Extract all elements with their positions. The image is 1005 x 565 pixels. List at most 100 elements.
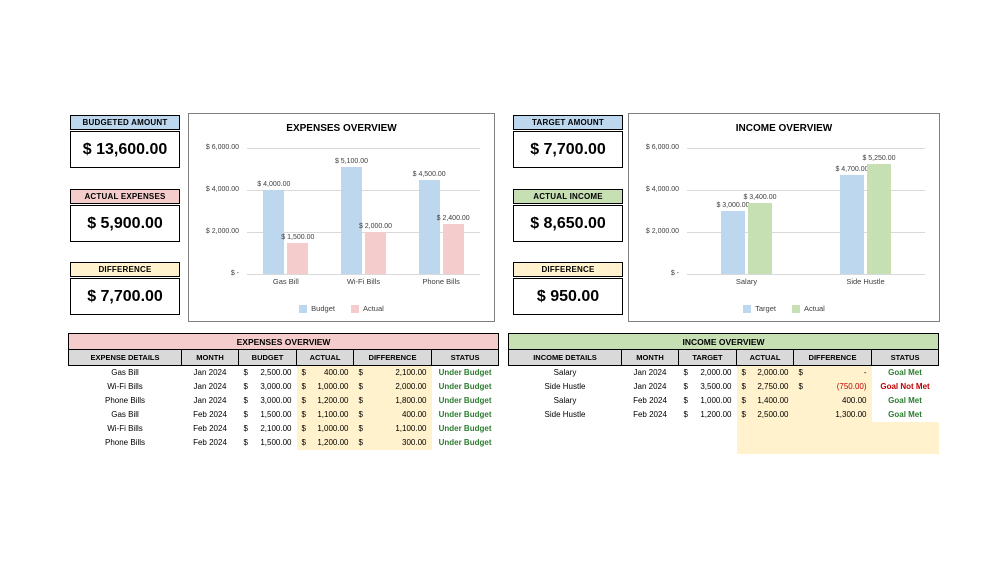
cell-status: Under Budget bbox=[438, 438, 492, 447]
table-row: Wi-Fi Bills Jan 2024 $3,000.00 $1,000.00 $2,… bbox=[69, 379, 499, 394]
actual-income-card: ACTUAL INCOME $ 8,650.00 bbox=[513, 189, 623, 242]
column-header-status: STATUS bbox=[430, 349, 500, 366]
chart-title: EXPENSES OVERVIEW bbox=[286, 123, 397, 134]
column-header-target: TARGET bbox=[678, 349, 737, 366]
currency-sign: $ bbox=[683, 410, 688, 419]
budgeted-amount-value: $ 13,600.00 bbox=[70, 131, 180, 168]
cell-difference: $2,100.00 bbox=[353, 365, 432, 380]
money-value: $1,000.00 bbox=[297, 424, 354, 433]
y-tick-label: $ 4,000.00 bbox=[645, 186, 679, 193]
legend-label: Actual bbox=[804, 304, 825, 313]
plot-area: $ 3,000.00 $ 3,400.00 $ 4,700.00 $ 5,250.00 bbox=[687, 148, 925, 275]
amount: 1,000.00 bbox=[317, 424, 349, 433]
filler-cell bbox=[871, 421, 939, 438]
money-value: $ (750.00) bbox=[794, 382, 872, 391]
cell-budget: $2,500.00 bbox=[239, 366, 297, 380]
gridline bbox=[247, 148, 480, 149]
money-value: $1,800.00 bbox=[354, 396, 432, 405]
cell-budget: $1,500.00 bbox=[239, 408, 297, 422]
amount: 2,000.00 bbox=[395, 382, 427, 391]
column-header-income-details: INCOME DETAILS bbox=[508, 349, 622, 366]
money-value: $2,000.00 bbox=[737, 368, 794, 377]
cell-status: Goal Met bbox=[888, 368, 922, 378]
y-tick-label: $ 2,000.00 bbox=[645, 228, 679, 235]
cell-target: $1,000.00 bbox=[679, 394, 737, 408]
currency-sign: $ bbox=[358, 410, 363, 419]
cell-expense-details: Wi-Fi Bills bbox=[107, 382, 143, 391]
x-axis-labels: Gas Bill Wi-Fi Bills Phone Bills bbox=[247, 277, 480, 289]
cell-actual: $400.00 bbox=[296, 365, 354, 380]
amount: - bbox=[863, 368, 867, 378]
category-label: Salary bbox=[735, 277, 758, 286]
target-amount-card: TARGET AMOUNT $ 7,700.00 bbox=[513, 115, 623, 168]
table-header-row: EXPENSE DETAILS MONTH BUDGET ACTUAL DIFFEREN… bbox=[68, 349, 500, 366]
cell-income-details: Salary bbox=[553, 368, 577, 378]
cell-month: Feb 2024 bbox=[633, 396, 667, 405]
money-value: $400.00 bbox=[297, 368, 354, 377]
cell-status: Under Budget bbox=[438, 396, 492, 405]
cell-target: $2,000.00 bbox=[679, 366, 737, 380]
y-tick-label: $ - bbox=[230, 270, 239, 277]
cell-month: Jan 2024 bbox=[633, 382, 667, 391]
currency-sign: $ bbox=[301, 396, 306, 405]
cell-difference: $300.00 bbox=[353, 435, 432, 450]
gridline bbox=[247, 232, 480, 233]
filler-cell bbox=[622, 422, 679, 438]
cell-expense-details: Phone Bills bbox=[104, 438, 146, 447]
gridline bbox=[247, 190, 480, 191]
target-amount-value: $ 7,700.00 bbox=[513, 131, 623, 168]
filler-cell bbox=[793, 437, 872, 454]
money-value: $1,400.00 bbox=[737, 396, 794, 405]
table-row: Salary Jan 2024 $2,000.00 $2,000.00 $ - Goal M… bbox=[509, 365, 939, 380]
money-value: $1,200.00 bbox=[679, 410, 737, 419]
actual-expenses-value: $ 5,900.00 bbox=[70, 205, 180, 242]
income-difference-value: $ 950.00 bbox=[513, 278, 623, 315]
currency-sign: $ bbox=[741, 410, 746, 419]
cell-difference: 400.00 bbox=[793, 393, 872, 408]
money-value: $1,200.00 bbox=[297, 396, 354, 405]
cell-month: Feb 2024 bbox=[193, 410, 227, 419]
cell-status: Under Budget bbox=[438, 368, 492, 378]
expenses-difference-value: $ 7,700.00 bbox=[70, 278, 180, 315]
chart-legend: Budget Actual bbox=[189, 304, 494, 313]
cell-actual: $1,100.00 bbox=[296, 407, 354, 422]
amount: 1,300.00 bbox=[835, 410, 867, 419]
cell-month: Jan 2024 bbox=[193, 368, 227, 378]
filler-cell bbox=[622, 438, 679, 454]
currency-sign: $ bbox=[741, 396, 746, 405]
column-header-actual: ACTUAL bbox=[296, 349, 354, 366]
column-header-difference: DIFFERENCE bbox=[793, 349, 872, 366]
legend-item-actual: Actual bbox=[350, 304, 384, 313]
bar-budget-wi-fi-bills bbox=[341, 166, 362, 274]
gridline bbox=[687, 148, 925, 149]
amount: 2,750.00 bbox=[757, 382, 789, 391]
cell-difference: $1,800.00 bbox=[353, 393, 432, 408]
column-header-month: MONTH bbox=[181, 349, 239, 366]
bar-value-label: $ 5,100.00 bbox=[334, 157, 369, 165]
y-axis-labels: $ 6,000.00 $ 4,000.00 $ 2,000.00 $ - bbox=[189, 144, 243, 277]
table-row: Gas Bill Jan 2024 $2,500.00 $400.00 $2,100.0… bbox=[69, 365, 499, 380]
amount: 1,200.00 bbox=[700, 410, 732, 419]
filler-row bbox=[509, 421, 939, 438]
cell-actual: $2,500.00 bbox=[736, 407, 794, 422]
amount: 400.00 bbox=[402, 410, 427, 419]
gridline bbox=[687, 232, 925, 233]
amount: 1,000.00 bbox=[317, 382, 349, 391]
money-value: $3,000.00 bbox=[239, 396, 297, 405]
filler-cell bbox=[871, 437, 939, 454]
amount: 1,500.00 bbox=[260, 438, 292, 447]
amount: 400.00 bbox=[842, 396, 867, 405]
table-row: Wi-Fi Bills Feb 2024 $2,100.00 $1,000.00 $1,… bbox=[69, 421, 499, 436]
y-tick-label: $ 6,000.00 bbox=[645, 144, 679, 151]
target-amount-label: TARGET AMOUNT bbox=[513, 115, 623, 130]
budgeted-amount-label: BUDGETED AMOUNT bbox=[70, 115, 180, 130]
actual-expenses-card: ACTUAL EXPENSES $ 5,900.00 bbox=[70, 189, 180, 242]
cell-month: Feb 2024 bbox=[633, 410, 667, 419]
money-value: $1,000.00 bbox=[297, 382, 354, 391]
cell-difference: $ (750.00) bbox=[793, 379, 872, 394]
amount: 2,500.00 bbox=[757, 410, 789, 419]
cell-income-details: Salary bbox=[553, 396, 577, 405]
money-value: $2,100.00 bbox=[354, 368, 432, 377]
table-title-row: INCOME OVERVIEW bbox=[507, 333, 940, 350]
amount: 1,200.00 bbox=[317, 438, 349, 447]
